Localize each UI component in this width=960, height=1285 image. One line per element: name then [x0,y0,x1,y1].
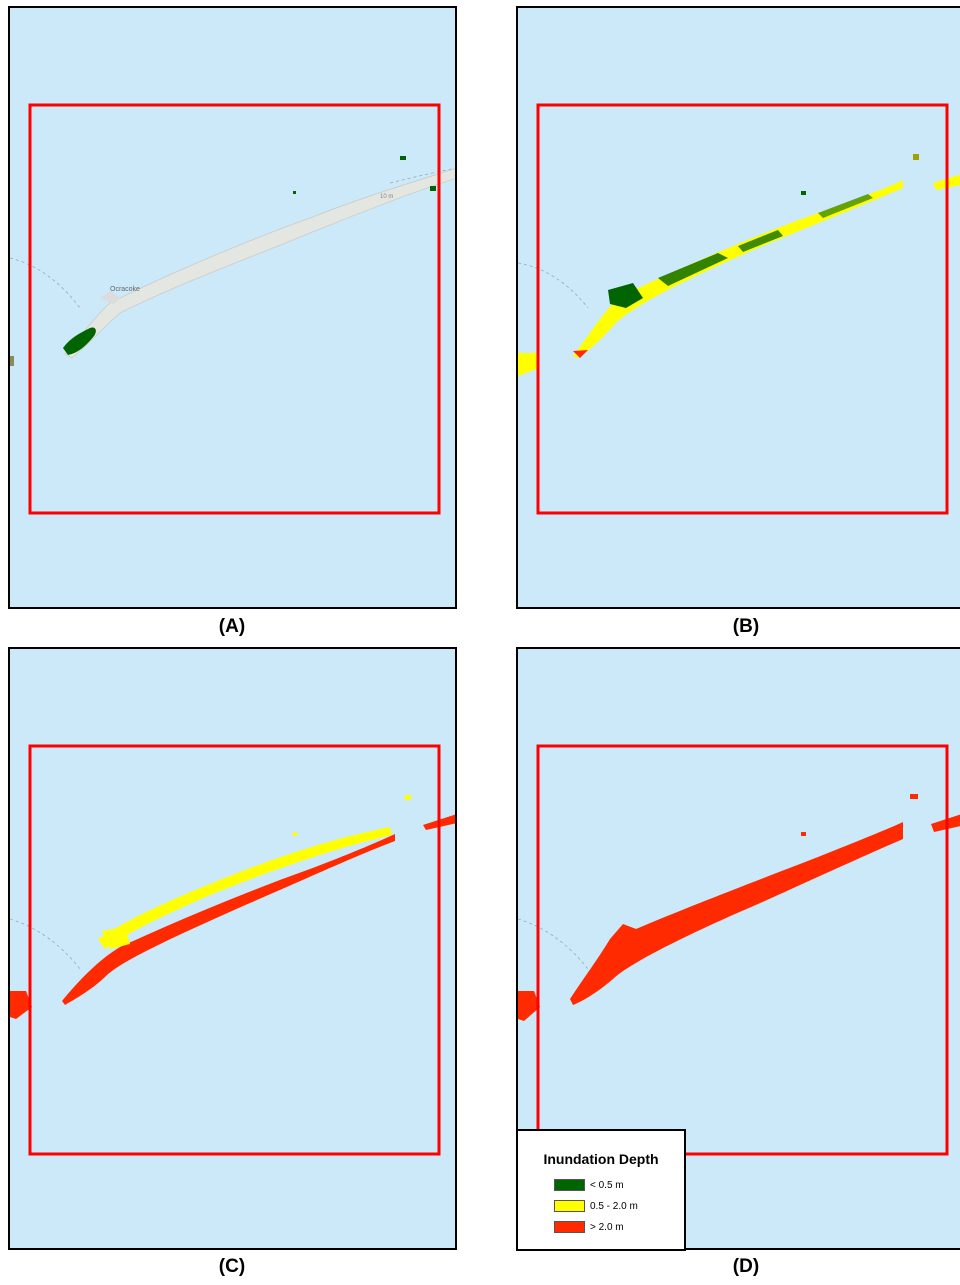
legend-item-lt-0-5: < 0.5 m [554,1178,624,1192]
caption-d: (D) [732,1256,760,1277]
study-area-frame [28,744,441,1156]
legend-swatch-green [554,1179,585,1191]
legend-label: > 2.0 m [590,1221,624,1233]
legend-label: 0.5 - 2.0 m [590,1200,638,1212]
legend-item-gt-2-0: > 2.0 m [554,1220,624,1234]
map-panel-b [516,6,960,609]
map-c-svg [10,744,455,1156]
road-label: 10 m [380,194,393,200]
inundation-red [62,834,395,1005]
inundation-yellow [98,827,392,949]
legend-title: Inundation Depth [543,1151,659,1167]
island-land [64,168,455,359]
legend-swatch-red [554,1221,585,1233]
map-panel-a: Ocracoke 10 m [8,6,457,609]
map-panel-c [8,647,457,1250]
map-d-svg [518,744,960,1156]
inundation-green [63,327,96,355]
inundation-green [608,283,643,308]
legend-item-0-5-2-0: 0.5 - 2.0 m [554,1199,638,1213]
inundation-red [570,822,903,1005]
caption-a: (A) [218,616,246,637]
caption-b: (B) [732,616,760,637]
inundation-yellow [573,180,903,358]
place-label: Ocracoke [110,286,140,293]
study-area-frame [536,744,949,1156]
map-b-svg [518,103,960,515]
legend: Inundation Depth < 0.5 m 0.5 - 2.0 m > 2… [516,1129,686,1251]
map-a-svg: Ocracoke 10 m [10,103,455,515]
legend-label: < 0.5 m [590,1179,624,1191]
caption-c: (C) [218,1256,246,1277]
study-area-frame [28,103,441,515]
study-area-frame [536,103,949,515]
legend-swatch-yellow [554,1200,585,1212]
